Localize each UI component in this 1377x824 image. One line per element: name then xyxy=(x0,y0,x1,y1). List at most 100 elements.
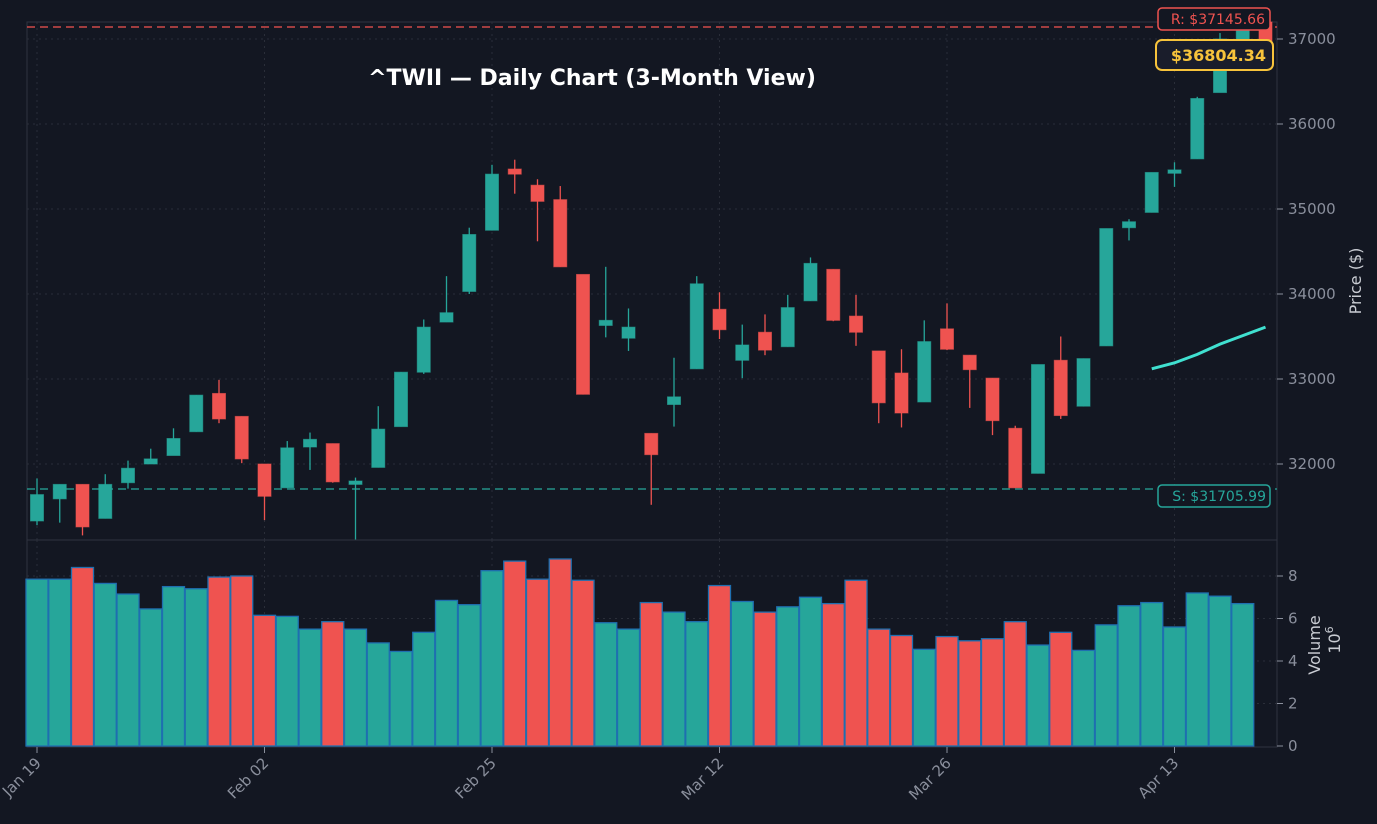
volume-bar xyxy=(571,579,595,747)
candle xyxy=(1076,358,1091,407)
volume-bar xyxy=(753,611,777,747)
volume-bar xyxy=(275,615,299,747)
resistance-label: R: $37145.66 xyxy=(1171,12,1265,28)
volume-bar xyxy=(503,560,527,747)
volume-bar xyxy=(230,575,254,747)
volume-bar xyxy=(1049,631,1073,747)
candle xyxy=(371,406,386,468)
candle xyxy=(758,314,772,356)
candle xyxy=(75,483,90,536)
candle xyxy=(871,350,886,424)
last-price-label: $36804.34 xyxy=(1171,46,1266,65)
candle xyxy=(917,320,932,403)
volume-bar xyxy=(616,628,641,747)
volume-bar xyxy=(776,606,800,747)
volume-bar xyxy=(1208,595,1232,747)
volume-axis-label: Volume xyxy=(1305,615,1324,675)
volume-bar xyxy=(980,638,1005,747)
volume-bar xyxy=(958,640,982,747)
volume-bar xyxy=(480,570,504,747)
support-label: S: $31705.99 xyxy=(1172,489,1266,505)
volume-bar xyxy=(662,611,686,747)
volume-bar xyxy=(161,585,186,747)
candle xyxy=(803,257,818,302)
candle xyxy=(280,441,295,489)
price-tick-label: 36000 xyxy=(1288,115,1336,133)
volume-bar xyxy=(525,578,550,747)
candle xyxy=(553,186,568,268)
price-grid xyxy=(27,38,1277,465)
candle xyxy=(667,357,681,427)
candle xyxy=(166,428,181,456)
candle xyxy=(1053,336,1068,419)
candle xyxy=(962,354,977,408)
volume-tick-label: 4 xyxy=(1288,652,1298,670)
candle xyxy=(121,460,135,489)
volume-bar xyxy=(207,576,231,747)
candle xyxy=(1008,425,1023,489)
volume-bar xyxy=(139,608,163,747)
candle xyxy=(894,349,909,428)
moving-average-line xyxy=(1151,325,1267,371)
volume-tick-label: 2 xyxy=(1288,695,1298,713)
price-panel: ^TWII — Daily Chart (3-Month View) 32000… xyxy=(26,7,1365,543)
volume-bar xyxy=(389,650,413,747)
resistance-badge: R: $37145.66 xyxy=(1157,7,1271,31)
volume-bar xyxy=(70,566,95,747)
chart-title: ^TWII — Daily Chart (3-Month View) xyxy=(368,66,816,91)
volume-bar xyxy=(867,628,891,747)
candle xyxy=(1167,162,1182,187)
candle xyxy=(644,432,659,505)
volume-bars xyxy=(25,558,1255,747)
volume-bar xyxy=(321,621,345,747)
volume-bar xyxy=(548,558,572,747)
candle xyxy=(416,319,431,374)
volume-bar xyxy=(707,584,732,747)
candle xyxy=(712,292,727,340)
price-tick-label: 33000 xyxy=(1288,370,1336,388)
volume-bar xyxy=(935,635,959,747)
volume-bar xyxy=(844,579,868,747)
price-tick-label: 32000 xyxy=(1288,455,1336,473)
volume-bar xyxy=(1094,624,1118,747)
candle xyxy=(394,371,408,428)
volume-bar xyxy=(912,648,936,747)
volume-bar xyxy=(730,600,754,747)
volume-bar xyxy=(412,631,436,747)
candle xyxy=(189,394,204,433)
candle xyxy=(826,268,841,322)
candle xyxy=(30,478,44,526)
candle xyxy=(689,276,704,370)
candle xyxy=(143,448,158,465)
candle xyxy=(325,443,340,483)
volume-bar xyxy=(48,578,72,747)
candle xyxy=(257,463,272,521)
price-tick-label: 35000 xyxy=(1288,200,1336,218)
candle xyxy=(485,164,499,231)
volume-bar xyxy=(1026,644,1050,747)
volume-bar xyxy=(821,602,845,747)
volume-bar xyxy=(639,601,663,747)
volume-bar xyxy=(298,628,322,747)
candle xyxy=(234,415,249,464)
volume-bar xyxy=(685,621,709,747)
price-axis-label: Price ($) xyxy=(1346,248,1365,315)
candle xyxy=(1099,228,1114,347)
candle xyxy=(598,266,613,338)
candle xyxy=(1144,171,1159,213)
volume-bar xyxy=(798,596,823,747)
volume-bar xyxy=(93,582,117,747)
price-axis: 32000 33000 34000 35000 36000 37000 xyxy=(1277,30,1336,473)
candle xyxy=(507,159,522,194)
candle xyxy=(212,379,226,424)
volume-bar xyxy=(1231,602,1255,747)
volume-tick-label: 8 xyxy=(1288,567,1298,585)
candle xyxy=(98,474,113,519)
volume-bar xyxy=(1117,605,1141,747)
candle xyxy=(303,432,317,470)
support-badge: S: $31705.99 xyxy=(1157,484,1271,508)
price-vertical-grid xyxy=(36,22,1175,540)
candle xyxy=(439,276,454,323)
